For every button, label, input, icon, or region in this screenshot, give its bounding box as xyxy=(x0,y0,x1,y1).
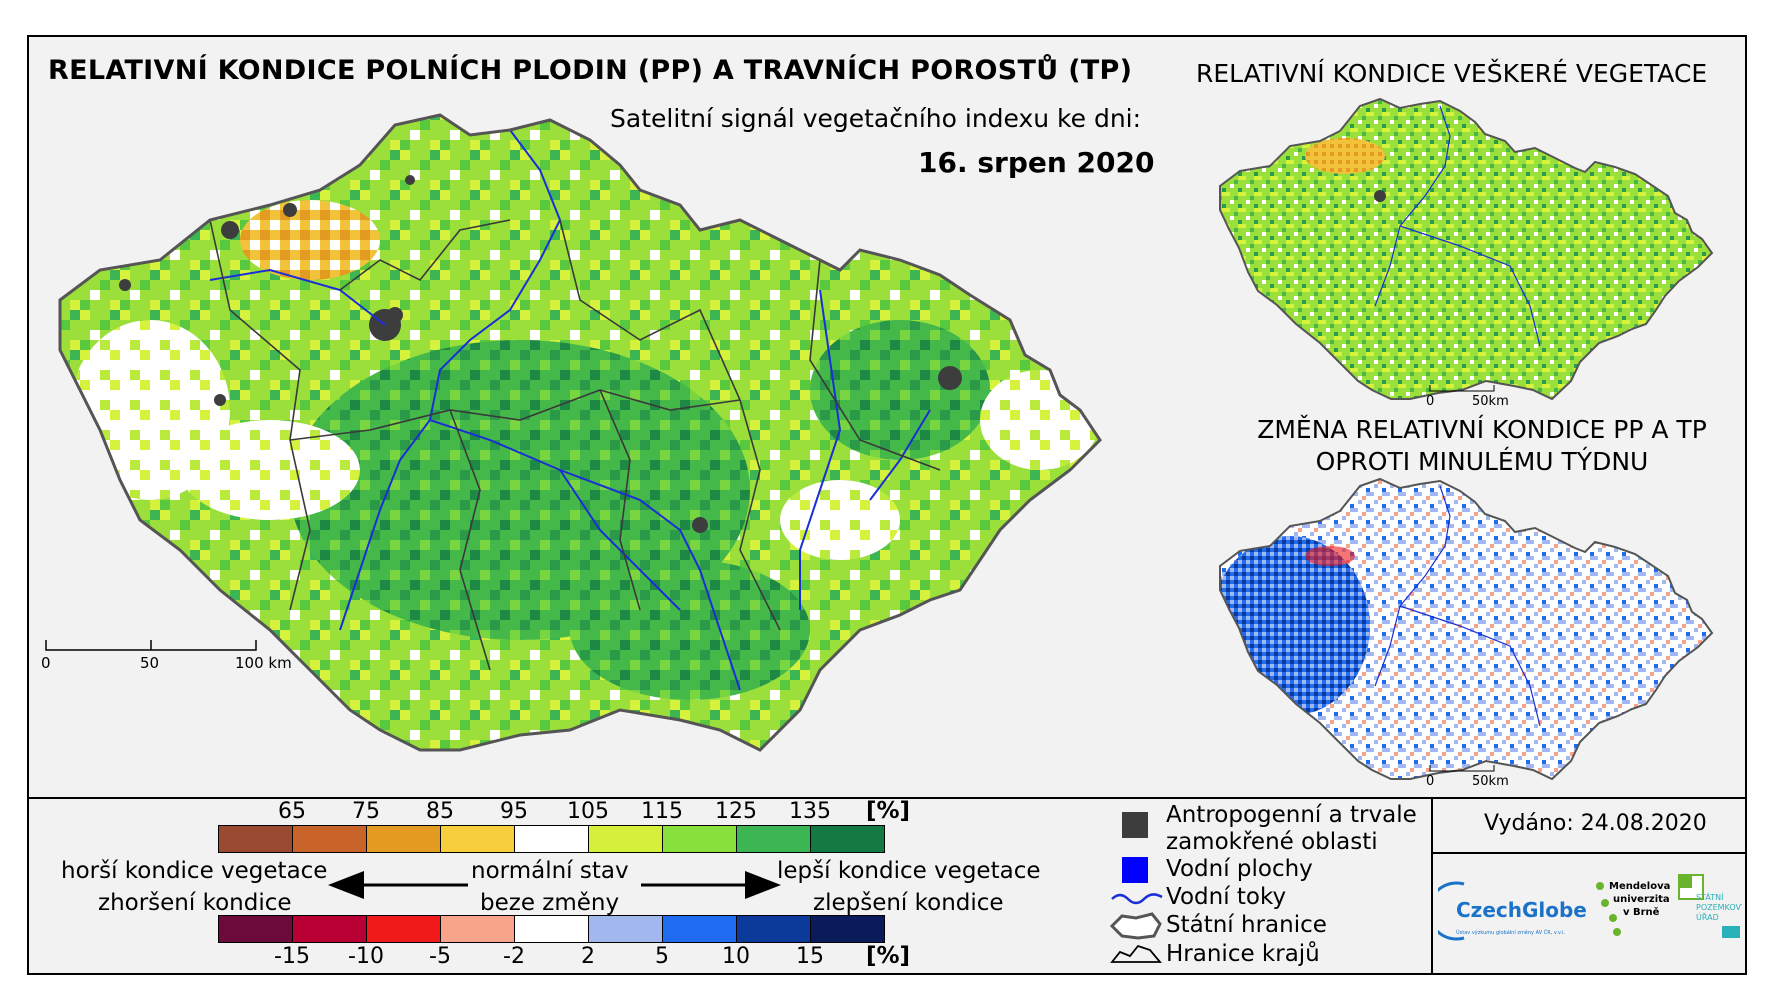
spu-logo-line1: STÁTNÍ xyxy=(1696,891,1724,902)
change-swatch-4 xyxy=(440,915,515,943)
small1-city xyxy=(1374,190,1386,202)
condition-swatch-7 xyxy=(662,825,737,853)
state-border-label: Státní hranice xyxy=(1166,912,1327,938)
anthropogenic-swatch xyxy=(1122,812,1148,838)
small1-scalebar xyxy=(1429,385,1495,392)
change-tick-label: -10 xyxy=(348,944,384,969)
state-border-icon xyxy=(1109,912,1162,940)
mendel-logo-line3: v Brně xyxy=(1623,906,1660,918)
rivers xyxy=(209,129,931,691)
change-map[interactable]: 0 50km xyxy=(1210,476,1750,786)
change-tick-label: 2 xyxy=(581,944,595,969)
change-title-line1: ZMĚNA RELATIVNÍ KONDICE PP A TP xyxy=(1257,415,1707,444)
issued-divider xyxy=(1431,852,1747,854)
logo-divider xyxy=(1431,797,1433,975)
main-scalebar xyxy=(45,640,257,651)
condition-tick-label: 95 xyxy=(500,799,528,824)
water-label: Vodní plochy xyxy=(1166,856,1313,882)
condition-tick-label: 135 xyxy=(789,799,831,824)
change-swatch-3 xyxy=(366,915,441,943)
region-borders xyxy=(209,219,941,671)
czechglobe-logo-text: CzechGlobe xyxy=(1456,898,1587,922)
spu-logo-line2: POZEMKOVÝ xyxy=(1696,901,1742,912)
region-border-label: Hranice krajů xyxy=(1166,941,1320,967)
legend-divider xyxy=(27,797,1747,799)
all-vegetation-title: RELATIVNÍ KONDICE VEŠKERÉ VEGETACE xyxy=(1196,59,1708,88)
region-border-icon xyxy=(1110,944,1162,963)
condition-tick-label: 65 xyxy=(278,799,306,824)
main-condition-map[interactable]: 0 50 100 km xyxy=(40,110,1190,770)
change-swatch-6 xyxy=(588,915,663,943)
change-tick-label: 5 xyxy=(655,944,669,969)
issued-date: Vydáno: 24.08.2020 xyxy=(1484,811,1707,836)
condition-tick-label: 85 xyxy=(426,799,454,824)
change-title: ZMĚNA RELATIVNÍ KONDICE PP A TP OPROTI M… xyxy=(1182,414,1772,478)
anthropogenic-label: Antropogenní a trvale zamokřené oblasti xyxy=(1166,802,1417,856)
river-line-icon xyxy=(1111,893,1163,905)
small2-scalebar xyxy=(1429,765,1495,772)
condition-swatch-4 xyxy=(440,825,515,853)
small2-scale-end: 50km xyxy=(1472,774,1509,786)
condition-swatch-8 xyxy=(736,825,811,853)
worse-label-line2: zhoršení kondice xyxy=(98,890,292,916)
condition-swatch-2 xyxy=(292,825,367,853)
water-swatch xyxy=(1122,857,1148,883)
condition-swatch-5 xyxy=(514,825,589,853)
better-label-line2: zlepšení kondice xyxy=(813,890,1004,916)
condition-swatch-6 xyxy=(588,825,663,853)
anthropogenic-label-line2: zamokřené oblasti xyxy=(1166,829,1378,855)
czechglobe-logo-subtext: Ústav výzkumu globální změny AV ČR, v.v.… xyxy=(1456,929,1566,936)
small1-rivers xyxy=(1374,105,1541,347)
normal-label-line2: beze změny xyxy=(480,890,620,916)
condition-tick-label: 125 xyxy=(715,799,757,824)
small2-rivers xyxy=(1374,485,1541,727)
condition-swatch-1 xyxy=(218,825,293,853)
date-label: 16. srpen 2020 xyxy=(918,146,1155,179)
small1-scale-zero: 0 xyxy=(1426,394,1434,406)
small2-scale-zero: 0 xyxy=(1426,774,1434,786)
spu-logo-line3: ÚŘAD xyxy=(1696,911,1719,922)
change-tick-label: 10 xyxy=(722,944,750,969)
change-unit: [%] xyxy=(866,943,911,969)
change-swatch-8 xyxy=(736,915,811,943)
condition-unit: [%] xyxy=(866,798,911,824)
mendel-logo-line2: univerzita xyxy=(1613,894,1670,905)
subtitle: Satelitní signál vegetačního indexu ke d… xyxy=(610,104,1142,133)
rivers-label: Vodní toky xyxy=(1166,884,1287,910)
mendel-logo: Mendelova univerzita v Brně xyxy=(1595,878,1675,938)
change-swatch-7 xyxy=(662,915,737,943)
mendel-logo-line1: Mendelova xyxy=(1609,881,1670,892)
change-tick-label: -5 xyxy=(429,944,451,969)
small1-scale-end: 50km xyxy=(1472,394,1509,406)
anthropogenic-label-line1: Antropogenní a trvale xyxy=(1166,802,1417,828)
arrow-left-icon xyxy=(328,871,468,899)
change-swatch-9 xyxy=(810,915,885,943)
czechglobe-logo: CzechGlobe Ústav výzkumu globální změny … xyxy=(1427,876,1598,946)
change-tick-label: -15 xyxy=(274,944,310,969)
main-title: RELATIVNÍ KONDICE POLNÍCH PLODIN (PP) A … xyxy=(48,55,1133,86)
condition-tick-label: 115 xyxy=(641,799,683,824)
change-swatch-2 xyxy=(292,915,367,943)
condition-tick-label: 105 xyxy=(567,799,609,824)
change-swatch-5 xyxy=(514,915,589,943)
all-vegetation-map[interactable]: 0 50km xyxy=(1210,96,1750,406)
worse-label-line1: horší kondice vegetace xyxy=(61,858,328,884)
better-label-line1: lepší kondice vegetace xyxy=(777,858,1041,884)
scale-zero: 0 xyxy=(41,654,51,672)
scale-mid: 50 xyxy=(140,654,159,672)
change-tick-label: 15 xyxy=(796,944,824,969)
change-title-line2: OPROTI MINULÉMU TÝDNU xyxy=(1315,447,1649,476)
change-swatch-1 xyxy=(218,915,293,943)
normal-label-line1: normální stav xyxy=(471,858,629,884)
arrow-right-icon xyxy=(641,871,781,899)
condition-swatch-3 xyxy=(366,825,441,853)
condition-tick-label: 75 xyxy=(352,799,380,824)
condition-swatch-9 xyxy=(810,825,885,853)
spu-logo: STÁTNÍ POZEMKOVÝ ÚŘAD xyxy=(1676,872,1746,942)
scale-end: 100 km xyxy=(235,654,292,672)
change-tick-label: -2 xyxy=(503,944,525,969)
